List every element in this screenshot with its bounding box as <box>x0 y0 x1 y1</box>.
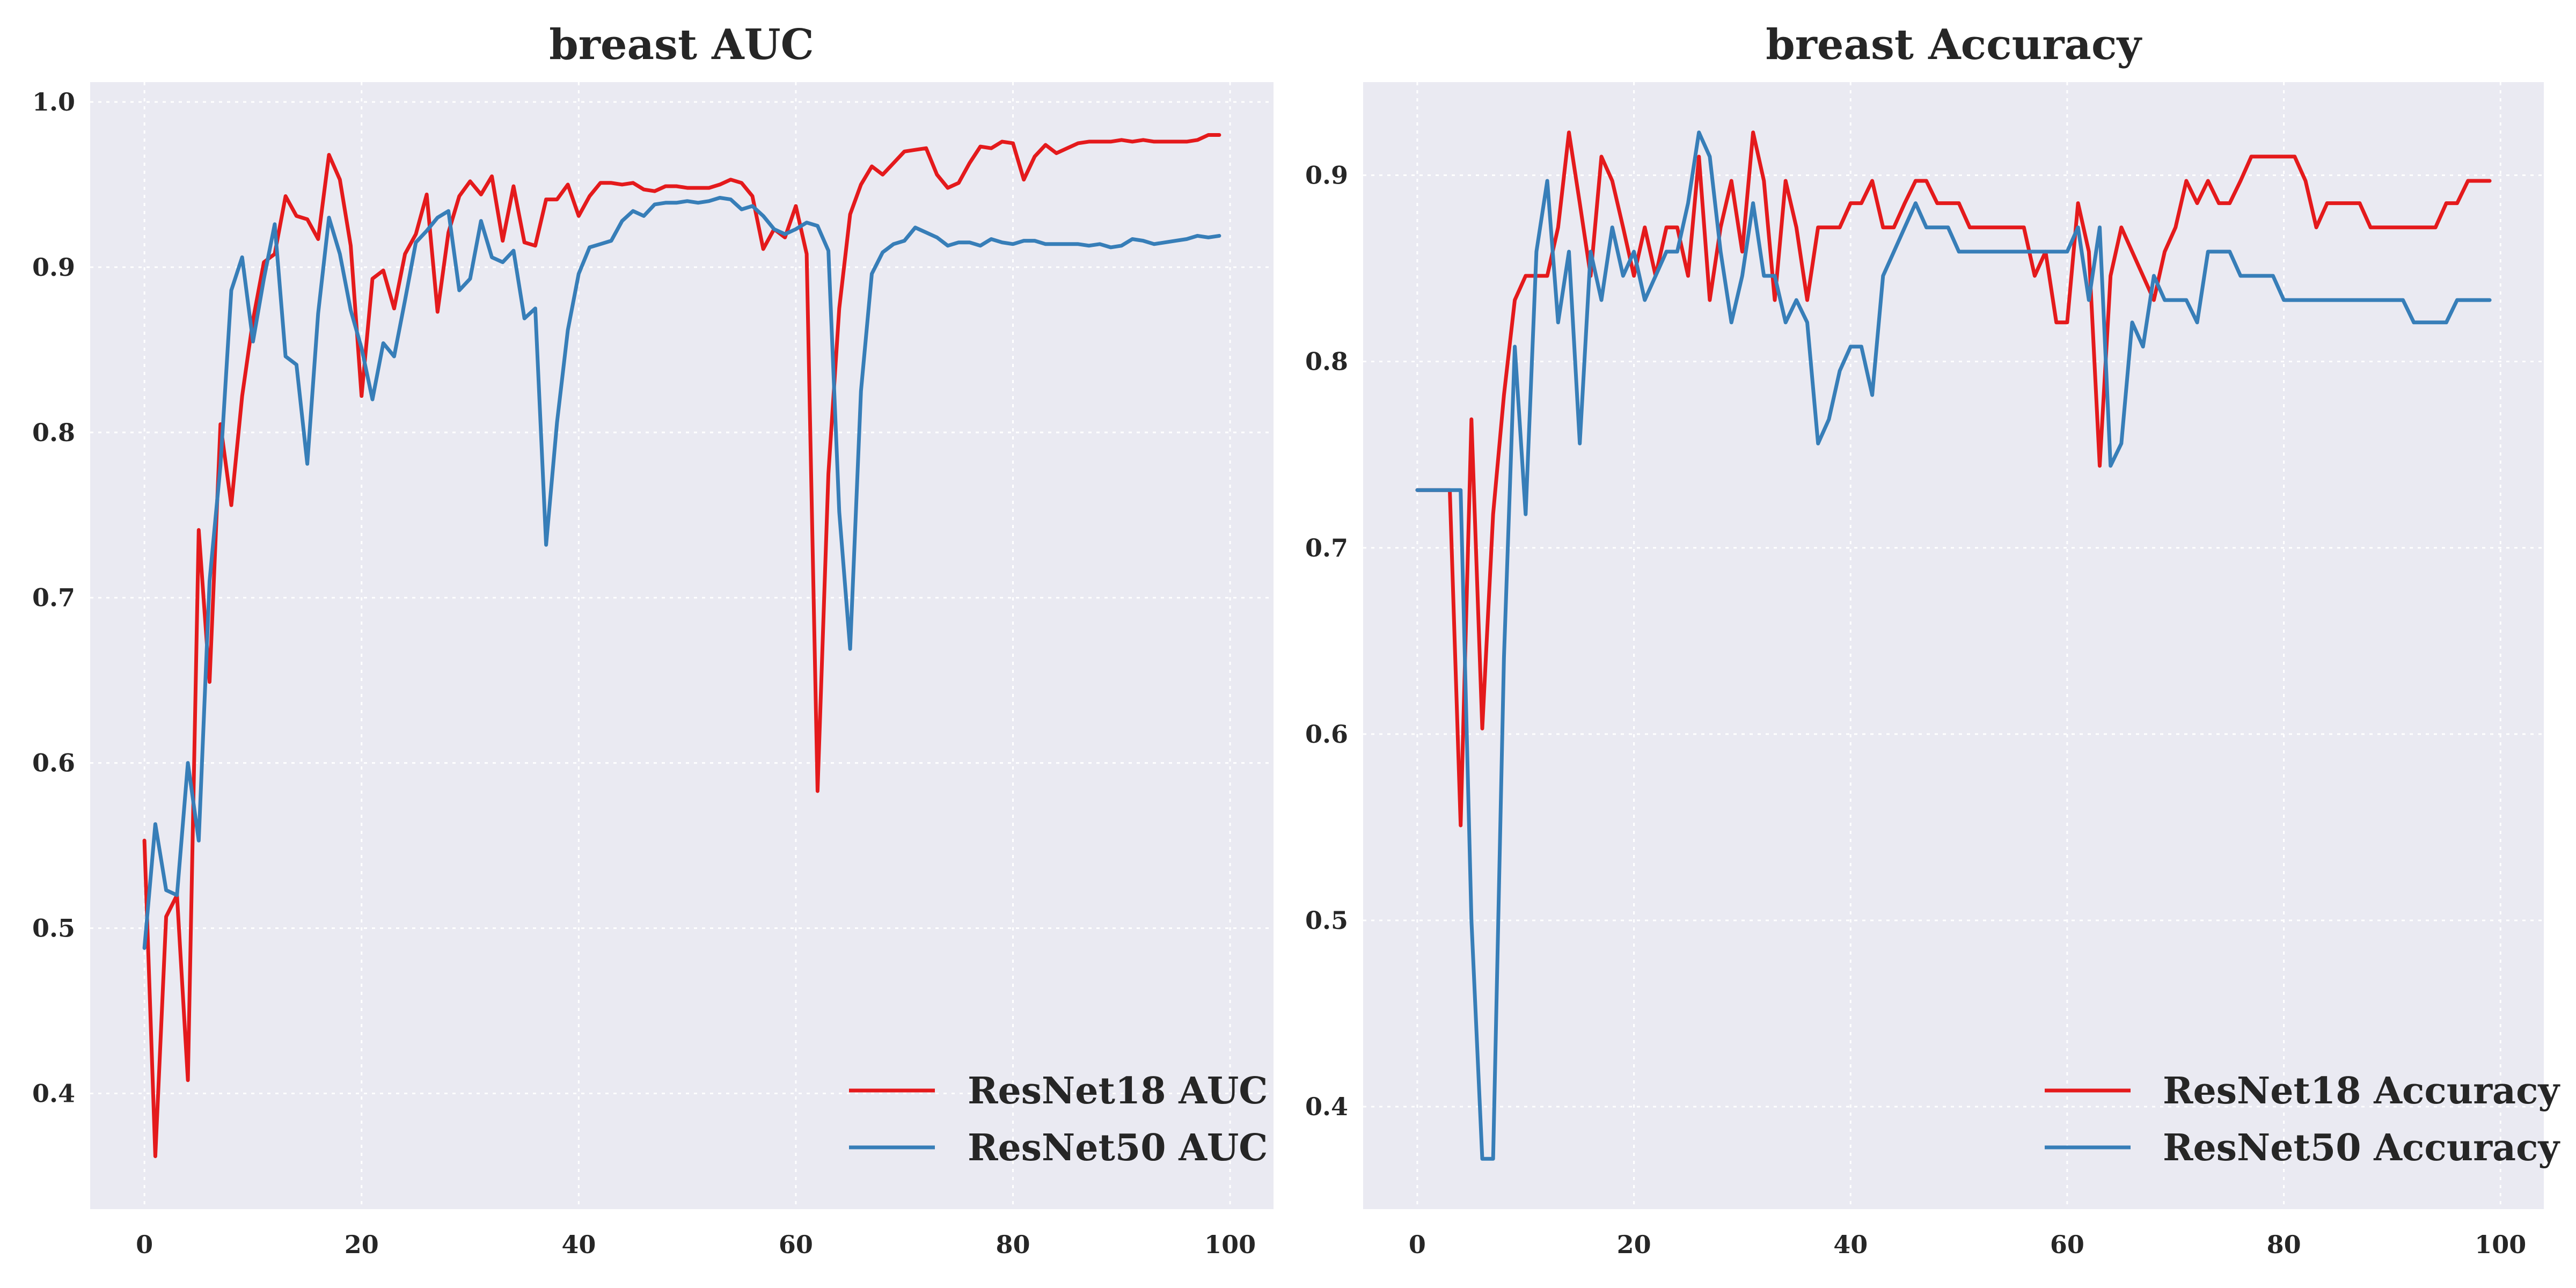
accuracy-plot-area <box>1363 82 2544 1209</box>
x-tick-label: 20 <box>1617 1230 1651 1259</box>
y-tick-label: 0.9 <box>32 253 75 282</box>
x-tick-label: 40 <box>561 1230 596 1259</box>
auc-x-tick-labels: 0 20 40 60 80 100 <box>136 1230 1256 1259</box>
auc-legend: ResNet18 AUC ResNet50 AUC <box>849 1070 1268 1169</box>
y-tick-label: 0.7 <box>1305 533 1348 562</box>
y-tick-label: 0.8 <box>32 418 75 447</box>
x-tick-label: 60 <box>2050 1230 2084 1259</box>
accuracy-legend: ResNet18 Accuracy ResNet50 Accuracy <box>2045 1070 2560 1169</box>
legend-label-resnet18-auc: ResNet18 AUC <box>968 1070 1268 1113</box>
auc-grid <box>90 82 1274 1209</box>
x-tick-label: 60 <box>779 1230 813 1259</box>
legend-label-resnet50-accuracy: ResNet50 Accuracy <box>2163 1126 2560 1169</box>
auc-lines <box>142 133 1221 1158</box>
y-tick-label: 0.4 <box>1305 1092 1348 1121</box>
series-line-resnet50-accuracy <box>1415 130 2492 1161</box>
auc-chart-title: breast AUC <box>549 20 814 69</box>
x-tick-label: 100 <box>1204 1230 1256 1259</box>
x-tick-label: 40 <box>1833 1230 1868 1259</box>
accuracy-x-tick-labels: 0 20 40 60 80 100 <box>1409 1230 2526 1259</box>
y-tick-label: 0.5 <box>1305 906 1348 935</box>
legend-label-resnet18-accuracy: ResNet18 Accuracy <box>2163 1070 2560 1113</box>
x-tick-label: 0 <box>1409 1230 1426 1259</box>
y-tick-label: 1.0 <box>32 87 75 116</box>
x-tick-label: 100 <box>2475 1230 2526 1259</box>
accuracy-lines <box>1415 130 2492 1161</box>
x-tick-label: 80 <box>2267 1230 2301 1259</box>
y-tick-label: 0.6 <box>1305 720 1348 749</box>
x-tick-label: 20 <box>345 1230 379 1259</box>
y-tick-label: 0.4 <box>32 1079 75 1108</box>
legend-label-resnet50-auc: ResNet50 AUC <box>968 1126 1268 1169</box>
x-tick-label: 0 <box>136 1230 153 1259</box>
y-tick-label: 0.8 <box>1305 347 1348 376</box>
auc-plot-area <box>90 82 1274 1209</box>
y-tick-label: 0.6 <box>32 749 75 778</box>
accuracy-y-tick-labels: 0.4 0.5 0.6 0.7 0.8 0.9 <box>1305 161 1348 1122</box>
accuracy-chart-title: breast Accuracy <box>1766 20 2142 69</box>
y-tick-label: 0.7 <box>32 583 75 612</box>
x-tick-label: 80 <box>996 1230 1030 1259</box>
auc-y-tick-labels: 0.4 0.5 0.6 0.7 0.8 0.9 1.0 <box>32 87 75 1108</box>
series-line-resnet50-auc <box>142 196 1221 950</box>
y-tick-label: 0.9 <box>1305 161 1348 190</box>
series-line-resnet18-accuracy <box>1415 130 2492 828</box>
series-line-resnet18-auc <box>142 133 1221 1158</box>
auc-chart: 0 20 40 60 80 100 0.4 0.5 0.6 0.7 0.8 0.9 1.0 breas… <box>32 20 1274 1259</box>
y-tick-label: 0.5 <box>32 914 75 943</box>
accuracy-chart: 0 20 40 60 80 100 0.4 0.5 0.6 0.7 0.8 0.9 breast A… <box>1305 20 2561 1259</box>
